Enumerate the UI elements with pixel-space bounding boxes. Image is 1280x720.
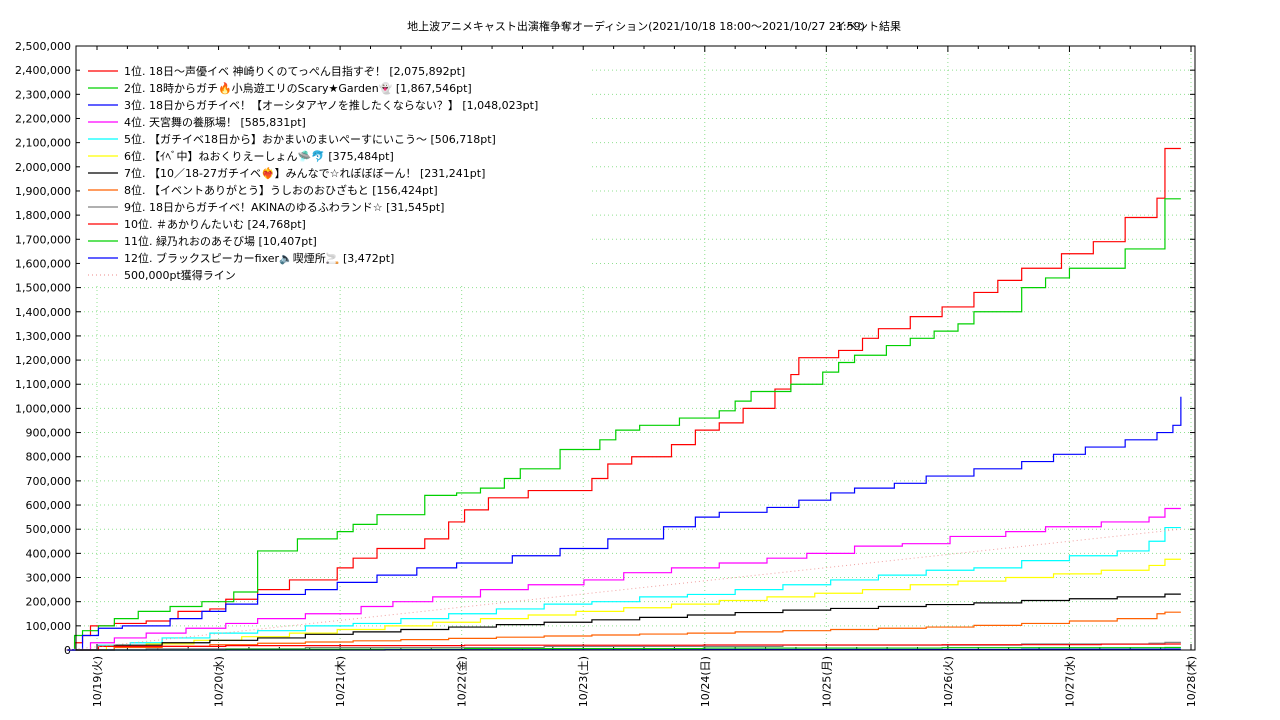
y-tick-label: 2,200,000 xyxy=(15,112,71,125)
y-tick-label: 2,300,000 xyxy=(15,88,71,101)
series-line-11 xyxy=(66,646,1181,651)
y-tick-label: 700,000 xyxy=(26,475,72,488)
y-tick-label: 200,000 xyxy=(26,596,72,609)
legend-entry: 5位. 【ガチイベ18日から】おかまいのまいぺーすにいこう〜 [506,718p… xyxy=(124,132,496,146)
plot-frame xyxy=(75,45,1196,651)
x-axis: 10/19(火) 10/20(水) 10/21(木) 10/22(金) 10/23(土)… xyxy=(91,46,1198,707)
y-tick-label: 1,600,000 xyxy=(15,257,71,270)
x-tick-label: 10/27(水) xyxy=(1063,656,1076,707)
legend-entry: 9位. 18日からガチイベ！AKINAのゆるふわランド☆ [31,545pt] xyxy=(124,200,444,214)
legend-entry: 1位. 18日〜声優イベ 神崎りくのてっぺん目指すぞ！ [2,075,892pt… xyxy=(124,64,465,78)
series-line-2 xyxy=(66,198,1181,651)
series-line-5 xyxy=(66,526,1181,651)
y-tick-label: 2,000,000 xyxy=(15,161,71,174)
series-line-13 xyxy=(66,528,1181,651)
legend-entry: 4位. 天宮舞の養豚場！ [585,831pt] xyxy=(124,115,306,129)
chart-subtitle: イベント結果 xyxy=(835,19,901,33)
y-tick-label: 1,400,000 xyxy=(15,306,71,319)
series-line-3 xyxy=(66,396,1182,651)
y-tick-label: 800,000 xyxy=(26,451,72,464)
legend-entry: 8位. 【イベントありがとう】うしおのおひざもと [156,424pt] xyxy=(124,183,438,197)
legend: 1位. 18日〜声優イベ 神崎りくのてっぺん目指すぞ！ [2,075,892pt… xyxy=(80,50,590,286)
legend-entry: 10位. ＃あかりんたいむ [24,768pt] xyxy=(124,217,306,231)
y-tick-label: 300,000 xyxy=(26,572,72,585)
legend-entry: 500,000pt獲得ライン xyxy=(124,269,236,282)
x-tick-label: 10/28(木) xyxy=(1185,656,1198,707)
y-tick-label: 600,000 xyxy=(26,499,72,512)
y-tick-label: 1,500,000 xyxy=(15,282,71,295)
x-tick-label: 10/22(金) xyxy=(455,656,469,707)
x-tick-label: 10/23(土) xyxy=(577,656,590,707)
y-tick-label: 2,400,000 xyxy=(15,64,71,77)
x-tick-label: 10/20(水) xyxy=(213,656,226,707)
y-tick-label: 1,000,000 xyxy=(15,402,71,415)
series-line-4 xyxy=(66,507,1181,651)
y-tick-label: 400,000 xyxy=(26,547,72,560)
x-tick-label: 10/25(月) xyxy=(820,656,833,707)
legend-entry: 6位. 【ｲﾍﾞ中】ねおくりえーしょん🛸🐬 [375,484pt] xyxy=(124,149,394,163)
series-line-1 xyxy=(66,147,1181,651)
y-tick-label: 2,100,000 xyxy=(15,137,71,150)
legend-entry: 2位. 18時からガチ🔥小烏遊エリのScary★Garden👻 [1,867,5… xyxy=(124,81,472,95)
y-tick-label: 1,300,000 xyxy=(15,330,71,343)
chart-title: 地上波アニメキャスト出演権争奪オーディション(2021/10/18 18:00〜… xyxy=(407,19,865,33)
series-lines xyxy=(66,147,1182,651)
x-tick-label: 10/26(火) xyxy=(942,656,955,707)
legend-entry: 7位. 【10／18-27ガチイベ❤️‍🔥】みんなで☆れぼぼぼーん！ [231,… xyxy=(124,166,485,180)
series-line-7 xyxy=(66,593,1181,651)
legend-background xyxy=(80,50,590,286)
series-line-8 xyxy=(66,611,1181,651)
x-tick-label: 10/21(木) xyxy=(334,656,347,707)
y-tick-label: 1,700,000 xyxy=(15,233,71,246)
x-tick-label: 10/24(日) xyxy=(699,656,712,707)
legend-entry: 3位. 18日からガチイベ！【オーシタアヤノを推したくならない？】 [1,048… xyxy=(124,98,538,112)
y-tick-label: 900,000 xyxy=(26,427,72,440)
y-tick-label: 500,000 xyxy=(26,523,72,536)
legend-entry: 11位. 緑乃れおのあそび場 [10,407pt] xyxy=(124,234,317,248)
y-tick-label: 1,200,000 xyxy=(15,354,71,367)
legend-entry: 12位. ブラックスピーカーfixer🔈喫煙所🚬 [3,472pt] xyxy=(124,251,394,265)
y-tick-label: 1,900,000 xyxy=(15,185,71,198)
y-tick-label: 100,000 xyxy=(26,620,72,633)
y-tick-label: 2,500,000 xyxy=(15,40,71,53)
series-line-10 xyxy=(66,643,1181,651)
series-line-6 xyxy=(66,558,1181,651)
y-tick-label: 1,800,000 xyxy=(15,209,71,222)
x-tick-label: 10/19(火) xyxy=(91,656,104,707)
y-tick-label: 1,100,000 xyxy=(15,378,71,391)
